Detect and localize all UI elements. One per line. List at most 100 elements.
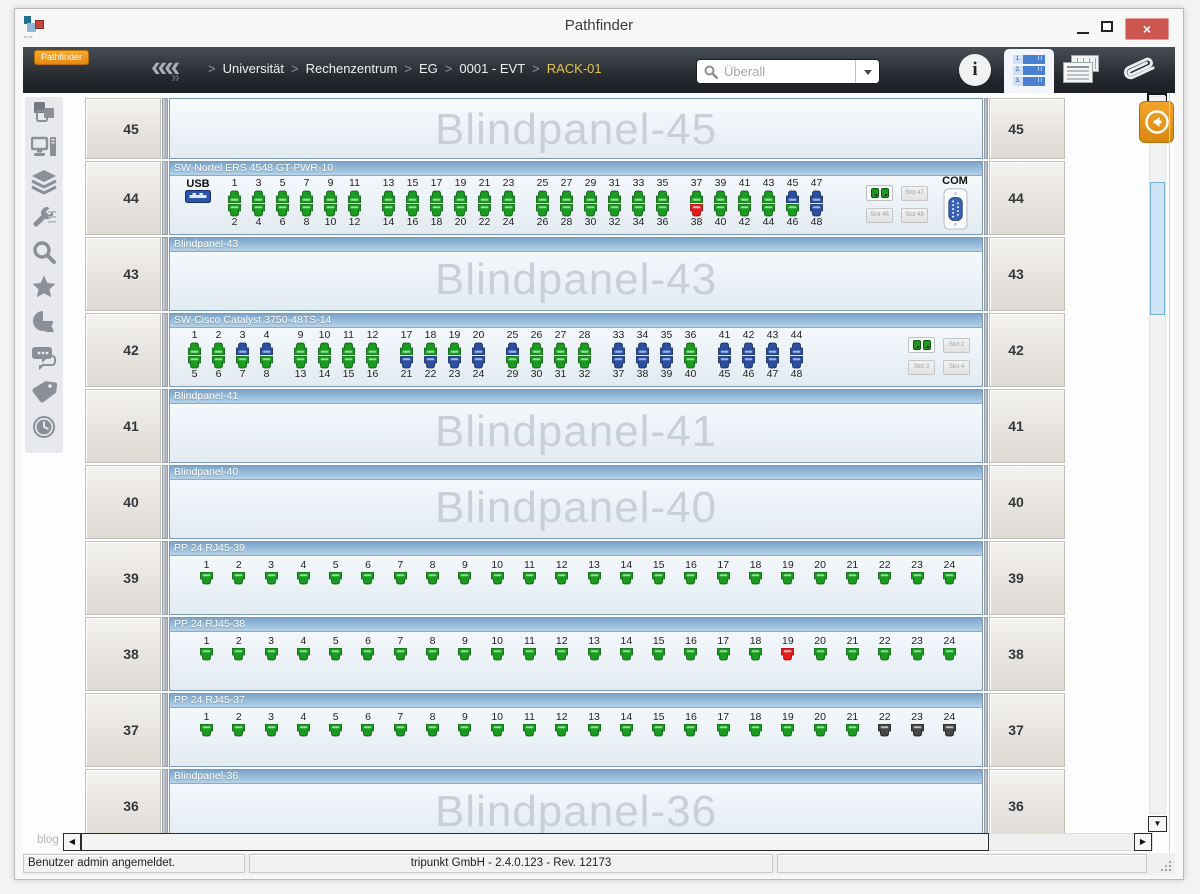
port-4[interactable] (296, 647, 311, 661)
port-31[interactable] (553, 355, 568, 369)
resize-grip[interactable] (1159, 861, 1171, 873)
vertical-scroll-thumb[interactable] (1150, 182, 1165, 315)
port-6[interactable] (360, 571, 375, 585)
port-20[interactable] (453, 203, 468, 217)
port-33[interactable] (631, 189, 646, 203)
horizontal-scroll-thumb[interactable] (81, 833, 989, 851)
port-45[interactable] (785, 189, 800, 203)
port-18[interactable] (748, 647, 763, 661)
table-view-button[interactable] (1063, 55, 1101, 85)
search-scope-dropdown[interactable] (855, 60, 879, 83)
port-16[interactable] (683, 723, 698, 737)
port-28[interactable] (577, 341, 592, 355)
port-24[interactable] (942, 647, 957, 661)
port-24[interactable] (942, 723, 957, 737)
port-10[interactable] (317, 341, 332, 355)
port-22[interactable] (877, 647, 892, 661)
port-4[interactable] (251, 203, 266, 217)
port-35[interactable] (655, 189, 670, 203)
breadcrumb-item[interactable]: 0001 - EVT (459, 61, 526, 76)
port-21[interactable] (399, 355, 414, 369)
port-18[interactable] (423, 341, 438, 355)
port-6[interactable] (211, 355, 226, 369)
port-21[interactable] (477, 189, 492, 203)
port-19[interactable] (780, 571, 795, 585)
port-38[interactable] (635, 355, 650, 369)
port-22[interactable] (423, 355, 438, 369)
port-9[interactable] (457, 647, 472, 661)
port-19[interactable] (780, 723, 795, 737)
port-41[interactable] (737, 189, 752, 203)
port-47[interactable] (765, 355, 780, 369)
maximize-button[interactable] (1101, 21, 1113, 32)
port-19[interactable] (780, 647, 795, 661)
port-39[interactable] (713, 189, 728, 203)
port-10[interactable] (490, 723, 505, 737)
port-1[interactable] (199, 571, 214, 585)
rack-view-button[interactable]: 1. II 2. II 3. II (1004, 49, 1054, 93)
port-24[interactable] (942, 571, 957, 585)
port-3[interactable] (235, 341, 250, 355)
port-13[interactable] (587, 723, 602, 737)
port-11[interactable] (341, 341, 356, 355)
port-46[interactable] (785, 203, 800, 217)
patch-panel-39[interactable]: PP 24 RJ45-39 1 2 3 4 5 6 7 8 9 10 11 12 13 14 15 16 17 18… (169, 541, 983, 615)
port-31[interactable] (607, 189, 622, 203)
blind-panel-36[interactable]: Blindpanel-36 Blindpanel-36 (169, 769, 983, 843)
port-19[interactable] (447, 341, 462, 355)
sidebar-item-layers[interactable] (25, 167, 63, 202)
port-48[interactable] (789, 355, 804, 369)
port-24[interactable] (501, 203, 516, 217)
vertical-scrollbar[interactable] (1149, 96, 1166, 814)
port-38[interactable] (689, 203, 704, 217)
port-14[interactable] (619, 571, 634, 585)
sidebar-item-search[interactable] (25, 237, 63, 272)
port-10[interactable] (323, 203, 338, 217)
port-13[interactable] (587, 571, 602, 585)
sfp-slot-button[interactable]: Slot 47 (901, 185, 928, 201)
sfp-module-slot[interactable] (908, 337, 935, 353)
breadcrumb-item[interactable]: EG (418, 61, 438, 76)
port-32[interactable] (577, 355, 592, 369)
port-12[interactable] (554, 571, 569, 585)
port-6[interactable] (275, 203, 290, 217)
port-14[interactable] (381, 203, 396, 217)
port-1[interactable] (199, 647, 214, 661)
port-29[interactable] (505, 355, 520, 369)
port-16[interactable] (683, 647, 698, 661)
port-18[interactable] (748, 571, 763, 585)
port-36[interactable] (683, 341, 698, 355)
blind-panel-43[interactable]: Blindpanel-43 Blindpanel-43 (169, 237, 983, 311)
port-37[interactable] (611, 355, 626, 369)
port-15[interactable] (341, 355, 356, 369)
port-23[interactable] (501, 189, 516, 203)
port-15[interactable] (651, 723, 666, 737)
port-9[interactable] (457, 723, 472, 737)
port-2[interactable] (211, 341, 226, 355)
port-33[interactable] (611, 341, 626, 355)
port-4[interactable] (296, 571, 311, 585)
port-26[interactable] (529, 341, 544, 355)
scroll-down-button[interactable]: ▼ (1148, 816, 1167, 832)
port-43[interactable] (765, 341, 780, 355)
port-9[interactable] (457, 571, 472, 585)
port-21[interactable] (845, 647, 860, 661)
back-navigation-button[interactable] (1139, 101, 1174, 143)
port-12[interactable] (347, 203, 362, 217)
port-23[interactable] (910, 647, 925, 661)
port-34[interactable] (635, 341, 650, 355)
port-40[interactable] (713, 203, 728, 217)
port-22[interactable] (877, 723, 892, 737)
port-45[interactable] (717, 355, 732, 369)
switch-panel-42[interactable]: SW-Cisco Catalyst 3750-48TS-14 1 5 2 6 3 7 4 8 9 1… (169, 313, 983, 387)
port-9[interactable] (293, 341, 308, 355)
port-36[interactable] (655, 203, 670, 217)
port-22[interactable] (877, 571, 892, 585)
port-7[interactable] (235, 355, 250, 369)
port-8[interactable] (425, 647, 440, 661)
port-17[interactable] (716, 723, 731, 737)
port-40[interactable] (683, 355, 698, 369)
port-41[interactable] (717, 341, 732, 355)
port-11[interactable] (522, 647, 537, 661)
sfp-module-slot[interactable] (866, 185, 893, 201)
